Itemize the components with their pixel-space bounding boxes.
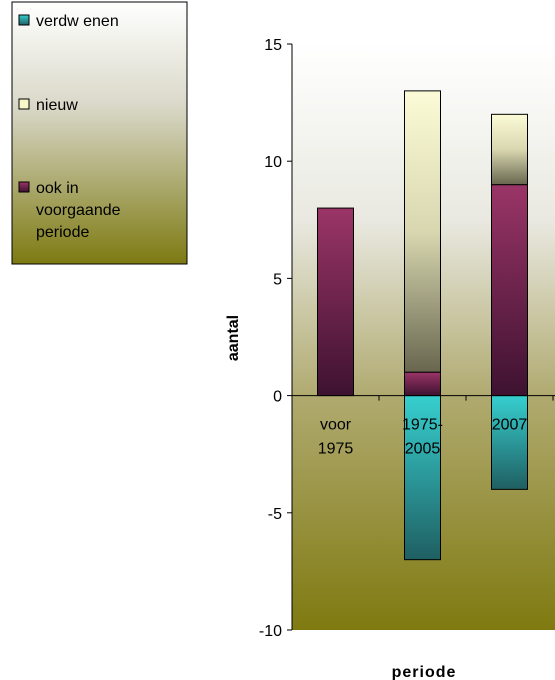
bar-segment [404, 90, 441, 373]
y-tick-label: 15 [264, 37, 282, 54]
x-category-label: 1975-2005 [402, 417, 443, 458]
legend-label: ook in voorgaande periode [36, 180, 121, 241]
y-tick-label: 0 [273, 389, 282, 406]
y-axis-title: aantal [225, 315, 242, 361]
bar-segment [404, 371, 441, 397]
bar-segment [317, 207, 354, 397]
y-tick-label: -5 [268, 506, 282, 523]
y-tick-label: -10 [259, 623, 282, 640]
bar-segment [404, 395, 441, 561]
y-tick-label: 5 [273, 271, 282, 288]
x-category-label: voor 1975 [318, 417, 354, 458]
legend-label: verdw enen [36, 13, 119, 30]
y-tick-labels: 15 10 5 0 -5 -10 [259, 37, 282, 640]
y-tick-label: 10 [264, 154, 282, 171]
x-axis-title: periode [392, 664, 457, 680]
legend-swatch [18, 14, 30, 26]
legend-box [11, 1, 188, 265]
legend: verdw enen nieuw ook in voorgaande periode [11, 1, 188, 265]
x-category-label: 2007 [492, 417, 528, 434]
axes [287, 43, 555, 631]
x-category-labels: voor 1975 1975-2005 2007 [318, 417, 528, 458]
bar-segment [491, 395, 528, 490]
legend-swatch [18, 98, 30, 110]
legend-label: nieuw [36, 97, 78, 114]
bar-segment [491, 184, 528, 397]
bars [317, 90, 528, 561]
bar-segment [491, 113, 528, 186]
legend-swatch [18, 181, 30, 193]
